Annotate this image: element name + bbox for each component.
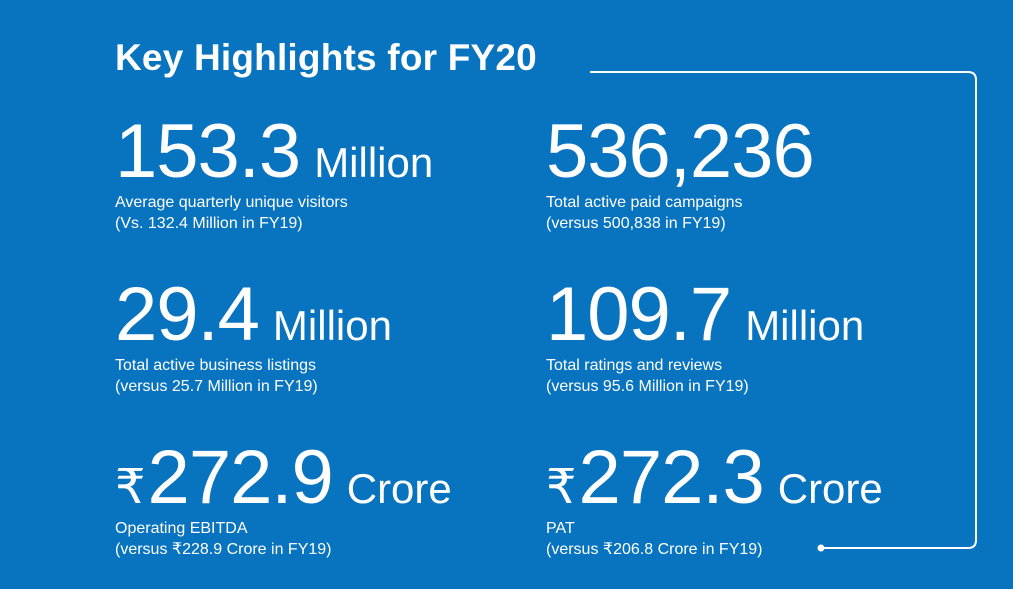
highlight-value: 536,236 xyxy=(546,109,815,194)
highlight-value: 29.4 xyxy=(115,272,260,357)
page-title: Key Highlights for FY20 xyxy=(115,37,537,78)
highlight-value: 272.3 xyxy=(578,435,765,520)
highlight-value: 153.3 xyxy=(115,109,301,194)
highlight-ebitda: ₹ 272.9 Crore Operating EBITDA (versus ₹… xyxy=(115,440,452,560)
highlight-unit: Million xyxy=(314,139,434,186)
highlight-label: Total active paid campaigns xyxy=(546,194,743,211)
highlight-ratings: 109.7 Million Total ratings and reviews … xyxy=(546,277,864,397)
highlight-pat: ₹ 272.3 Crore PAT (versus ₹206.8 Crore i… xyxy=(546,440,883,560)
highlight-comparison: (versus 95.6 Million in FY19) xyxy=(546,378,749,395)
highlight-label: Total ratings and reviews xyxy=(546,357,723,374)
highlight-value: 109.7 xyxy=(546,272,732,357)
highlight-value: 272.9 xyxy=(147,435,334,520)
highlight-label: Operating EBITDA xyxy=(115,520,248,537)
highlight-comparison: (versus ₹206.8 Crore in FY19) xyxy=(546,541,763,558)
highlight-unit: Crore xyxy=(777,465,883,512)
highlight-campaigns: 536,236 Total active paid campaigns (ver… xyxy=(546,109,815,234)
highlight-label: Average quarterly unique visitors xyxy=(115,194,348,211)
currency-symbol: ₹ xyxy=(115,461,146,514)
currency-symbol: ₹ xyxy=(546,461,577,514)
highlight-comparison: (versus ₹228.9 Crore in FY19) xyxy=(115,541,332,558)
highlight-unit: Million xyxy=(745,302,865,349)
highlight-comparison: (versus 25.7 Million in FY19) xyxy=(115,378,318,395)
highlight-visitors: 153.3 Million Average quarterly unique v… xyxy=(115,114,433,234)
highlight-unit: Crore xyxy=(346,465,452,512)
highlight-comparison: (Vs. 132.4 Million in FY19) xyxy=(115,215,303,232)
highlight-unit: Million xyxy=(272,302,392,349)
highlight-label: Total active business listings xyxy=(115,357,316,374)
highlight-comparison: (versus 500,838 in FY19) xyxy=(546,215,726,232)
highlight-label: PAT xyxy=(546,520,575,537)
highlight-listings: 29.4 Million Total active business listi… xyxy=(115,277,392,397)
